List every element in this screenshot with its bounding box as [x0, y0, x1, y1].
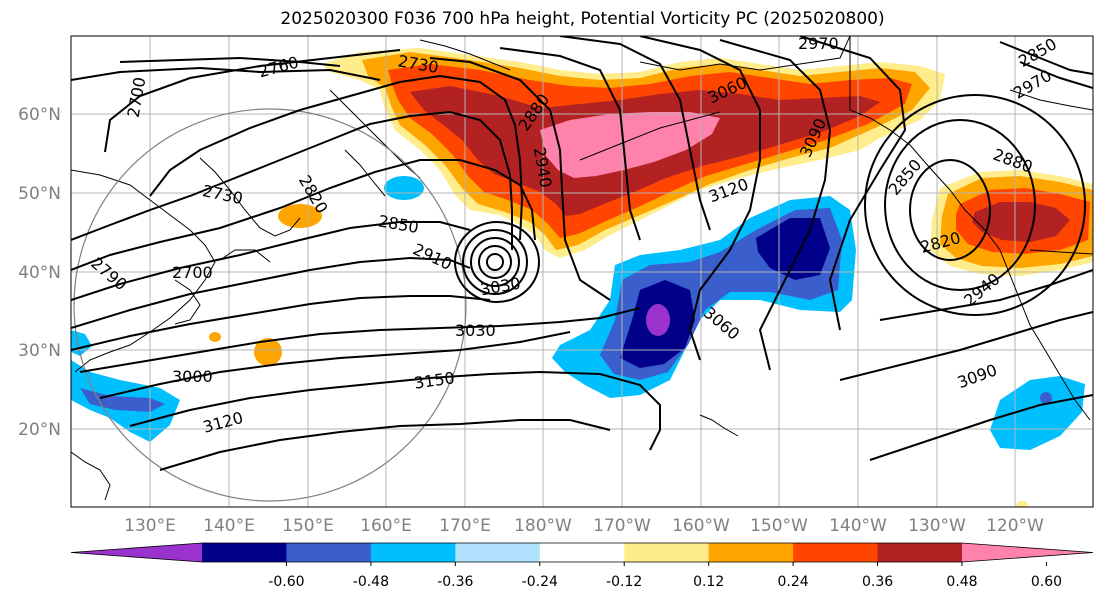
colorbar-tick-label: 0.48 [946, 574, 977, 590]
lon-label: 170°E [439, 516, 491, 536]
colorbar-tick-label: -0.48 [353, 574, 389, 590]
colorbar-tick-label: -0.60 [268, 574, 304, 590]
contour-label: 3000 [172, 367, 213, 386]
colorbar-segment [708, 543, 794, 562]
lon-label: 130°W [908, 516, 966, 536]
colorbar-tick-label: -0.24 [522, 574, 558, 590]
lon-label: 180°W [514, 516, 572, 536]
pv-positive-shading [209, 48, 1093, 507]
colorbar-tick-label: 0.36 [862, 574, 893, 590]
contour-label: 2700 [172, 263, 213, 282]
lat-label: 20°N [18, 420, 61, 440]
colorbar-segment [286, 543, 372, 562]
lat-label: 60°N [18, 105, 61, 125]
colorbar-tick-label: 0.12 [693, 574, 724, 590]
height-contours [71, 36, 1093, 471]
lon-label: 120°W [986, 516, 1044, 536]
range-circle [73, 108, 467, 502]
coastlines [71, 36, 1093, 501]
lon-label: 160°W [672, 516, 730, 536]
lon-label: 140°E [203, 516, 255, 536]
colorbar-extend-high [962, 543, 1093, 562]
map-panel: 2700 2730 2760 2730 2880 2940 3060 2970 … [71, 34, 1093, 507]
colorbar-segment [370, 543, 456, 562]
lat-label: 50°N [18, 184, 61, 204]
colorbar-segment [455, 543, 541, 562]
colorbar-tick-label: 0.60 [1031, 574, 1062, 590]
pv-negative-shading [71, 176, 1085, 450]
lat-label: 40°N [18, 263, 61, 283]
latitude-labels: 60°N 50°N 40°N 30°N 20°N [18, 105, 61, 440]
longitude-labels: 130°E 140°E 150°E 160°E 170°E 180°W 170°… [124, 516, 1044, 536]
contour-label: 2970 [798, 34, 839, 53]
colorbar-tick-label: -0.12 [606, 574, 642, 590]
lon-label: 160°E [360, 516, 412, 536]
lon-label: 170°W [593, 516, 651, 536]
map-frame [70, 35, 1094, 508]
lon-label: 150°E [282, 516, 334, 536]
colorbar-segment [624, 543, 710, 562]
colorbar-tick-label: -0.36 [437, 574, 473, 590]
colorbar-segment [877, 543, 963, 562]
contour-label: 3030 [455, 321, 496, 340]
colorbar-segment [793, 543, 879, 562]
colorbar-outline [70, 542, 1094, 563]
map-title: 2025020300 F036 700 hPa height, Potentia… [280, 9, 885, 29]
lon-label: 140°W [829, 516, 887, 536]
lon-label: 150°W [750, 516, 808, 536]
colorbar-extend-low [71, 543, 202, 562]
colorbar: -0.60 -0.48 -0.36 -0.24 -0.12 0.12 0.24 … [70, 542, 1094, 590]
lon-label: 130°E [124, 516, 176, 536]
colorbar-tick-label: 0.24 [778, 574, 809, 590]
colorbar-segment [539, 543, 625, 562]
colorbar-segment [202, 543, 287, 562]
lat-label: 30°N [18, 341, 61, 361]
